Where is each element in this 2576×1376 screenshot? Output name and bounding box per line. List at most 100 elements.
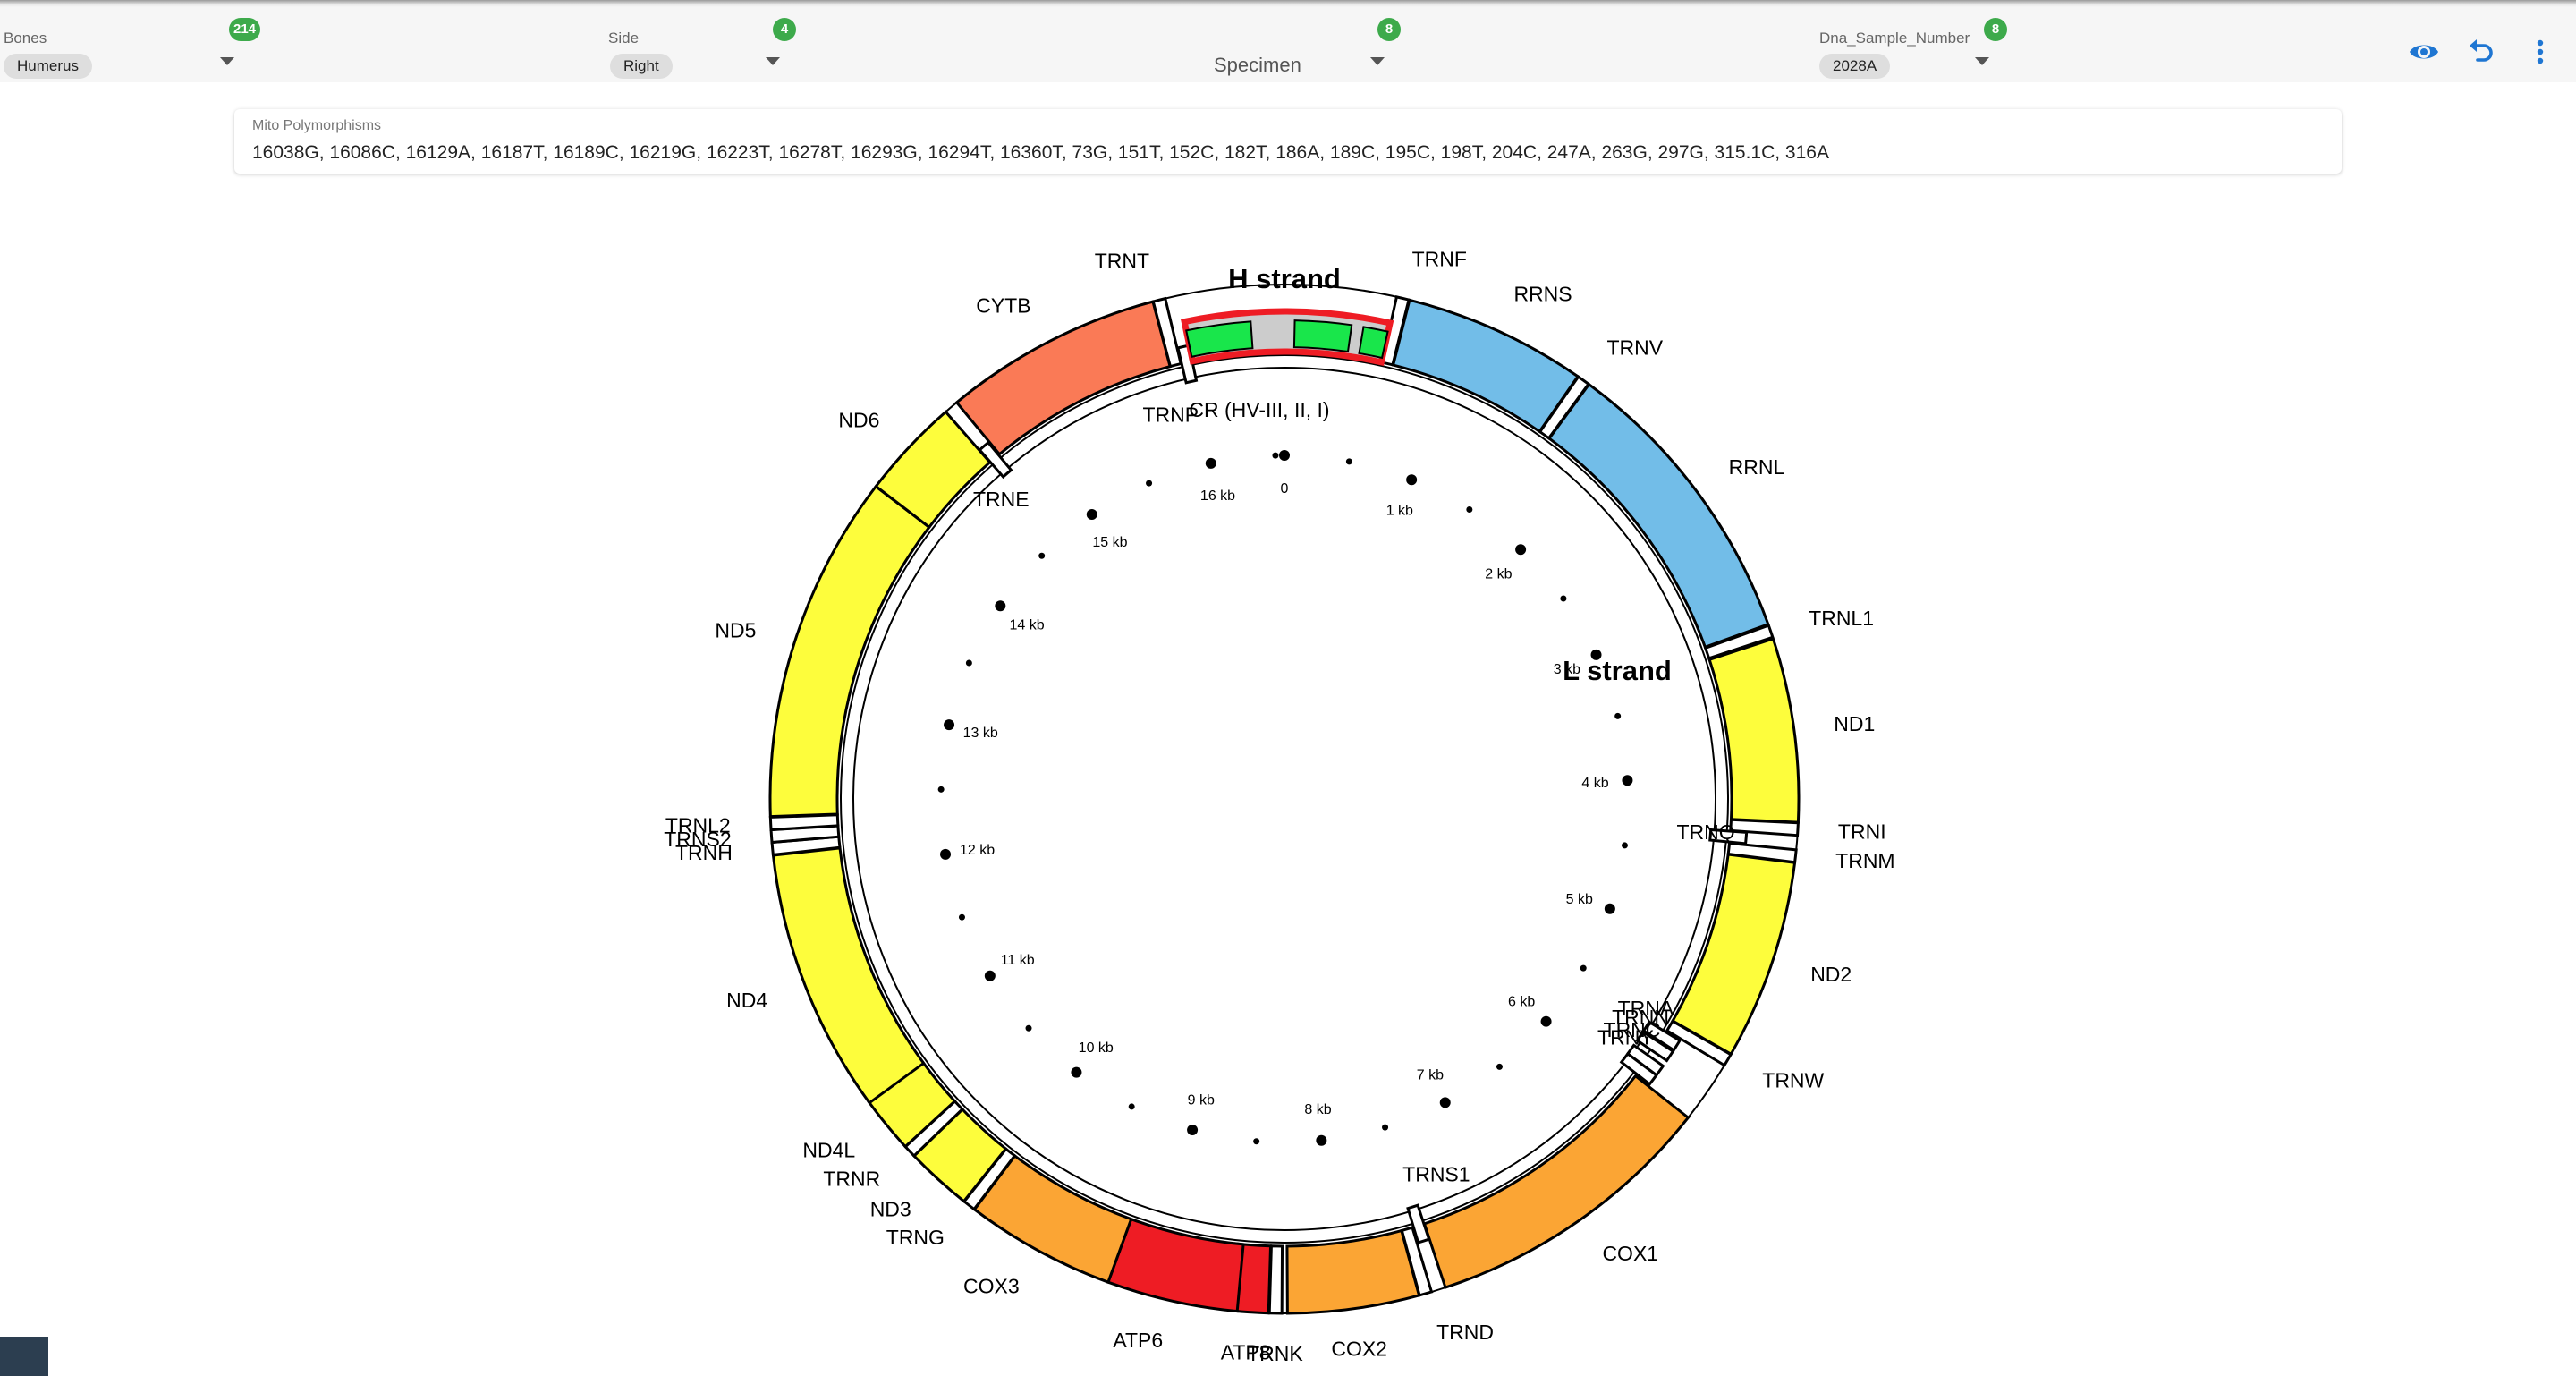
kb-tick (1622, 775, 1633, 786)
specimen-placeholder: Specimen (1214, 54, 1301, 76)
more-vert-icon[interactable] (2522, 34, 2558, 70)
gene-trnn[interactable] (1635, 1030, 1675, 1063)
gene-nd4[interactable] (771, 846, 926, 1105)
gene-trnp[interactable] (1176, 344, 1199, 385)
eye-icon[interactable] (2406, 34, 2442, 70)
half-kb-tick (1560, 595, 1567, 602)
bones-filter[interactable]: Bones Humerus 214 (0, 7, 261, 82)
gene-label-nd4: ND4 (726, 989, 767, 1012)
h-strand-label: H strand (1228, 263, 1341, 294)
gene-label-atp6: ATP6 (1113, 1329, 1163, 1352)
gene-label-trna: TRNA (1618, 997, 1674, 1020)
gene-label-trnn: TRNN (1612, 1006, 1669, 1029)
half-kb-tick (1621, 842, 1628, 849)
gene-cox1[interactable] (1422, 1074, 1690, 1290)
gene-cytb[interactable] (954, 300, 1172, 456)
gene-label-nd5: ND5 (715, 618, 756, 641)
side-value-chip[interactable]: Right (610, 54, 673, 79)
kb-tick (1316, 1134, 1327, 1146)
dna-sample-value-chip[interactable]: 2028A (1819, 54, 1891, 79)
hypervariable-region-1[interactable] (1358, 326, 1389, 360)
side-count-badge: 4 (773, 18, 796, 41)
dna-sample-filter[interactable]: Dna_Sample_Number 2028A 8 (1818, 7, 2032, 82)
gene-trnl1[interactable] (1703, 624, 1775, 660)
gene-trne[interactable] (978, 440, 1013, 480)
gene-rrnl[interactable] (1546, 382, 1770, 650)
kb-tick-label: 6 kb (1508, 994, 1535, 1009)
gene-trnw[interactable] (1665, 1019, 1733, 1067)
mito-polymorphisms-card: Mito Polymorphisms 16038G, 16086C, 16129… (234, 109, 2342, 174)
gene-label-nd4l: ND4L (802, 1139, 855, 1162)
filter-toolbar: Bones Humerus 214 Side Right 4 Specimen … (0, 7, 2576, 82)
kb-tick (1439, 1097, 1451, 1108)
gene-label-trnq: TRNQ (1676, 820, 1734, 844)
gene-trny[interactable] (1619, 1051, 1658, 1086)
gene-label-trnf: TRNF (1412, 248, 1467, 271)
kb-tick (995, 600, 1006, 612)
kb-tick-label: 2 kb (1485, 566, 1512, 582)
gene-label-trns1: TRNS1 (1402, 1163, 1470, 1186)
app-logo-icon[interactable] (0, 1337, 48, 1376)
hypervariable-region-3[interactable] (1185, 320, 1254, 358)
bones-dropdown-icon[interactable] (220, 57, 234, 65)
gene-nd2[interactable] (1671, 853, 1797, 1057)
kb-tick-label: 7 kb (1417, 1068, 1444, 1083)
gene-label-trnp: TRNP (1142, 403, 1199, 427)
side-filter[interactable]: Side Right 4 (605, 7, 796, 82)
gene-label-trnv: TRNV (1606, 336, 1663, 360)
kb-tick (1604, 903, 1615, 914)
gene-cox2[interactable] (1285, 1228, 1421, 1315)
half-kb-tick (965, 659, 972, 667)
kb-tick (1590, 649, 1602, 660)
dna-sample-count-badge: 8 (1984, 18, 2007, 41)
kb-tick-label: 4 kb (1581, 776, 1608, 791)
bones-value-chip[interactable]: Humerus (4, 54, 92, 79)
bones-filter-label: Bones (4, 30, 47, 47)
kb-tick (984, 970, 996, 981)
kb-tick (1279, 450, 1290, 461)
side-dropdown-icon[interactable] (766, 57, 780, 65)
dna-sample-filter-label: Dna_Sample_Number (1819, 30, 1970, 47)
kb-tick-label: 8 kb (1304, 1102, 1331, 1117)
kb-tick-label: 14 kb (1010, 617, 1045, 633)
gene-label-trnt: TRNT (1095, 250, 1149, 273)
specimen-count-badge: 8 (1377, 18, 1401, 41)
half-kb-tick (1614, 712, 1622, 719)
gene-trnq[interactable] (1708, 828, 1749, 845)
gene-label-trnc: TRNC (1604, 1018, 1661, 1041)
gene-label-nd6: ND6 (838, 408, 879, 431)
mito-polymorphisms-label: Mito Polymorphisms (252, 118, 382, 133)
gene-label-trnw: TRNW (1762, 1069, 1824, 1092)
undo-icon[interactable] (2463, 34, 2499, 70)
kb-tick (944, 719, 955, 731)
gene-atp6[interactable] (1106, 1217, 1245, 1313)
kb-tick-label: 11 kb (1001, 953, 1035, 968)
mito-polymorphisms-value: 16038G, 16086C, 16129A, 16187T, 16189C, … (252, 142, 1829, 163)
hypervariable-region-2[interactable] (1292, 319, 1353, 353)
dna-sample-dropdown-icon[interactable] (1975, 57, 1989, 65)
half-kb-tick (1382, 1124, 1389, 1131)
half-kb-tick (1466, 505, 1473, 513)
kb-tick (1406, 474, 1418, 486)
half-kb-tick (1025, 1024, 1032, 1032)
l-strand-label: L strand (1563, 655, 1672, 686)
gene-trns1[interactable] (1406, 1203, 1431, 1244)
gene-label-atp8: ATP8 (1221, 1340, 1271, 1363)
specimen-filter[interactable]: Specimen 8 (1199, 7, 1422, 82)
gene-rrns[interactable] (1391, 298, 1580, 434)
kb-tick-label: 15 kb (1092, 535, 1127, 550)
gene-label-nd1: ND1 (1834, 712, 1875, 735)
half-kb-tick (1128, 1103, 1135, 1110)
gene-label-trng: TRNG (886, 1226, 945, 1249)
half-kb-tick (1580, 964, 1587, 972)
half-kb-tick (958, 913, 965, 921)
gene-nd5[interactable] (768, 484, 931, 819)
gene-label-cox1: COX1 (1602, 1242, 1658, 1265)
middle-ring (840, 354, 1729, 1244)
gene-label-nd3: ND3 (870, 1198, 911, 1221)
half-kb-tick (1253, 1138, 1260, 1145)
kb-tick (1086, 508, 1097, 520)
specimen-dropdown-icon[interactable] (1370, 57, 1385, 65)
gene-label-cox3: COX3 (963, 1275, 1020, 1298)
